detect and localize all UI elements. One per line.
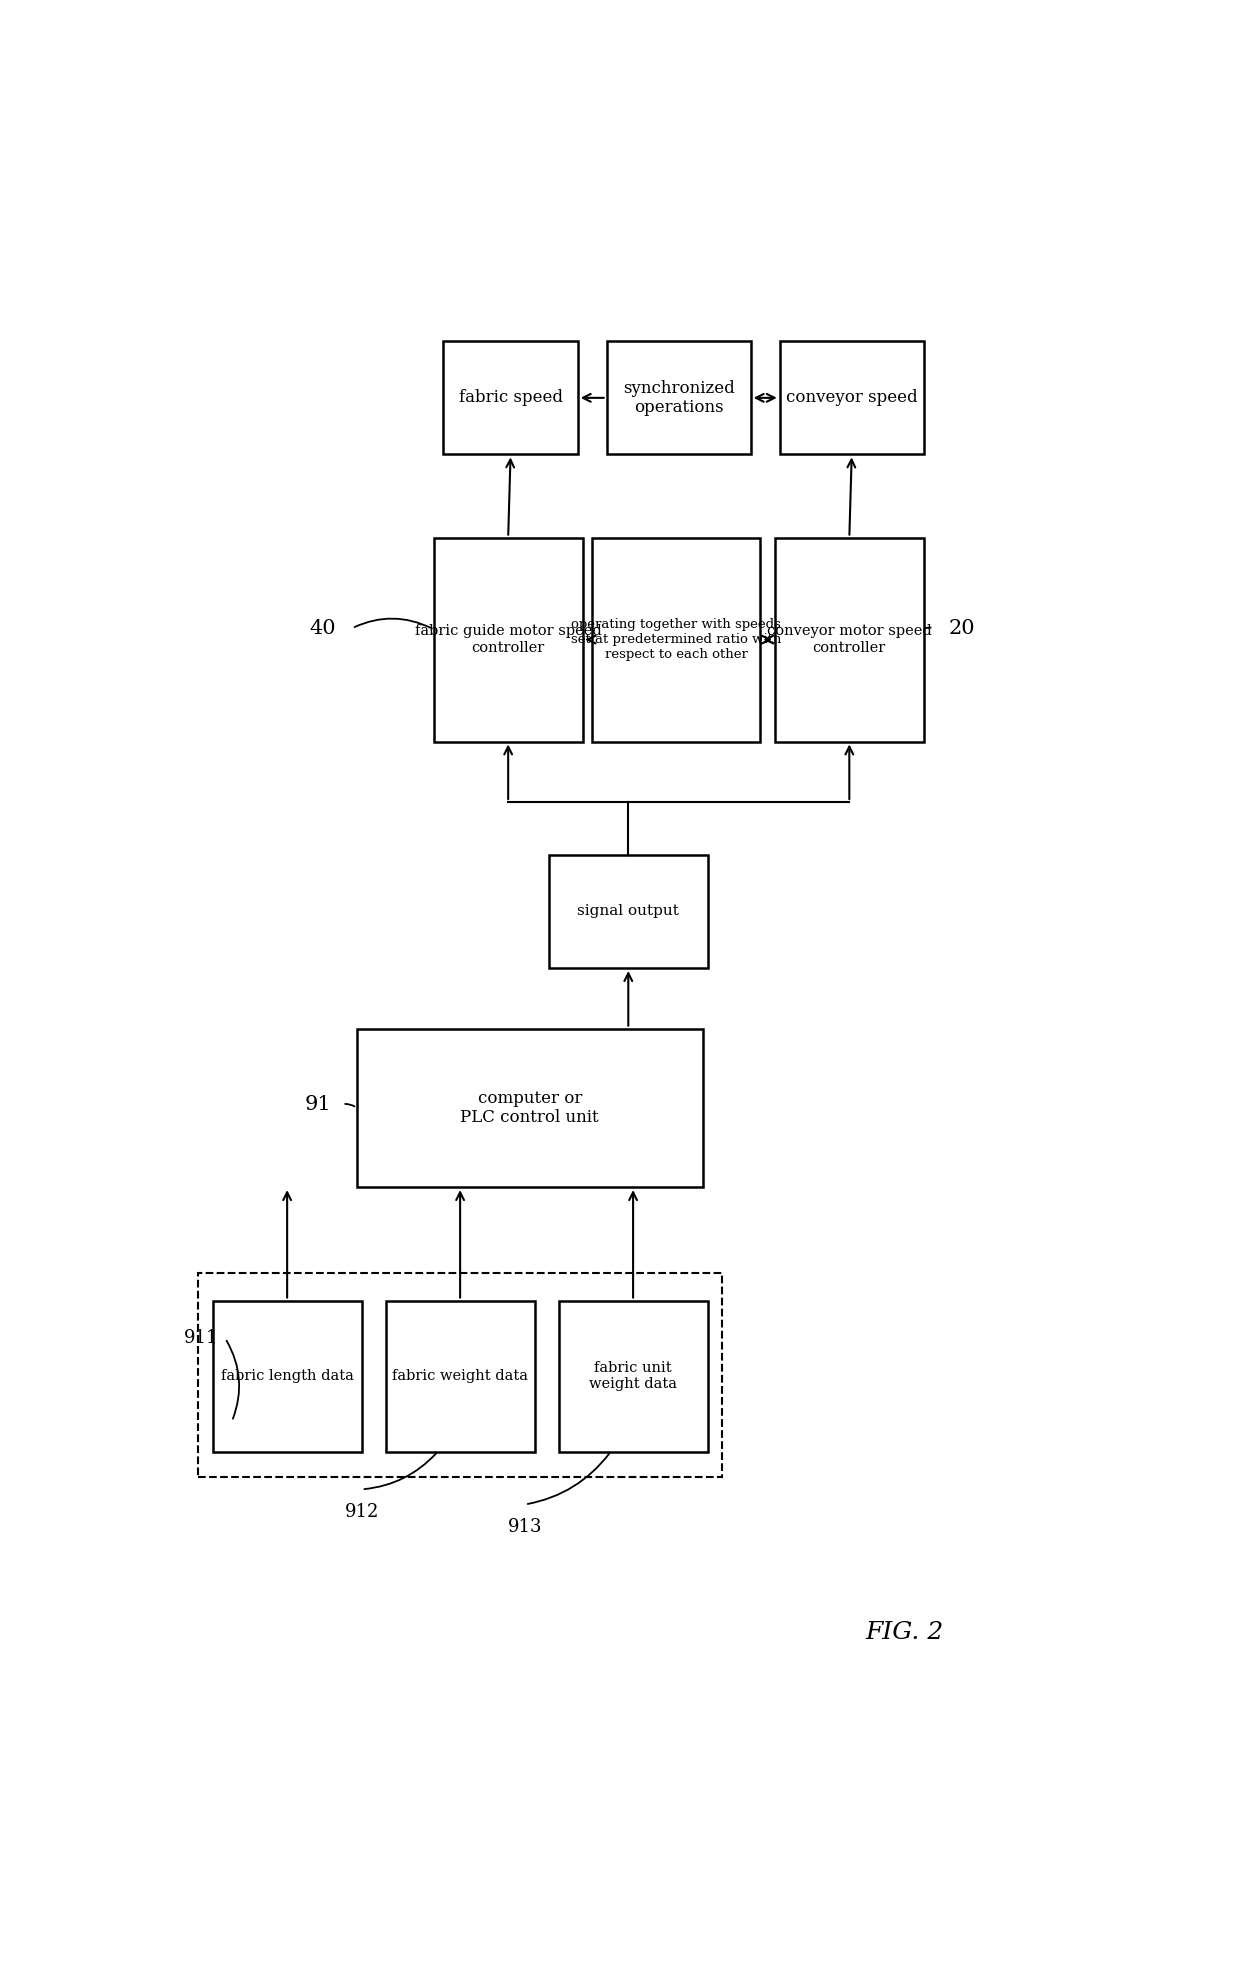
Text: 91: 91	[305, 1095, 332, 1114]
Text: 40: 40	[310, 618, 336, 638]
Text: FIG. 2: FIG. 2	[866, 1621, 944, 1644]
Bar	[198, 1273, 722, 1477]
Bar	[558, 1301, 708, 1452]
Text: operating together with speeds
set at predetermined ratio with
respect to each o: operating together with speeds set at pr…	[572, 618, 781, 661]
Text: computer or
PLC control unit: computer or PLC control unit	[460, 1089, 599, 1126]
Text: synchronized
operations: synchronized operations	[622, 379, 734, 416]
Text: conveyor speed: conveyor speed	[786, 388, 918, 406]
Bar	[549, 855, 708, 967]
Bar	[780, 341, 924, 455]
Text: 911: 911	[184, 1330, 218, 1348]
Bar	[357, 1028, 703, 1187]
Text: fabric guide motor speed
controller: fabric guide motor speed controller	[415, 624, 601, 655]
Text: fabric unit
weight data: fabric unit weight data	[589, 1362, 677, 1391]
Bar	[593, 538, 760, 742]
Text: 913: 913	[507, 1519, 542, 1536]
Text: 912: 912	[345, 1503, 378, 1521]
Bar	[386, 1301, 534, 1452]
Text: 20: 20	[949, 618, 976, 638]
Text: signal output: signal output	[578, 904, 680, 918]
Text: fabric weight data: fabric weight data	[392, 1369, 528, 1383]
Text: fabric speed: fabric speed	[459, 388, 563, 406]
Text: conveyor motor speed
controller: conveyor motor speed controller	[768, 624, 931, 655]
Bar	[775, 538, 924, 742]
Bar	[434, 538, 583, 742]
Bar	[606, 341, 750, 455]
Bar	[444, 341, 578, 455]
Text: fabric length data: fabric length data	[221, 1369, 353, 1383]
Bar	[213, 1301, 362, 1452]
